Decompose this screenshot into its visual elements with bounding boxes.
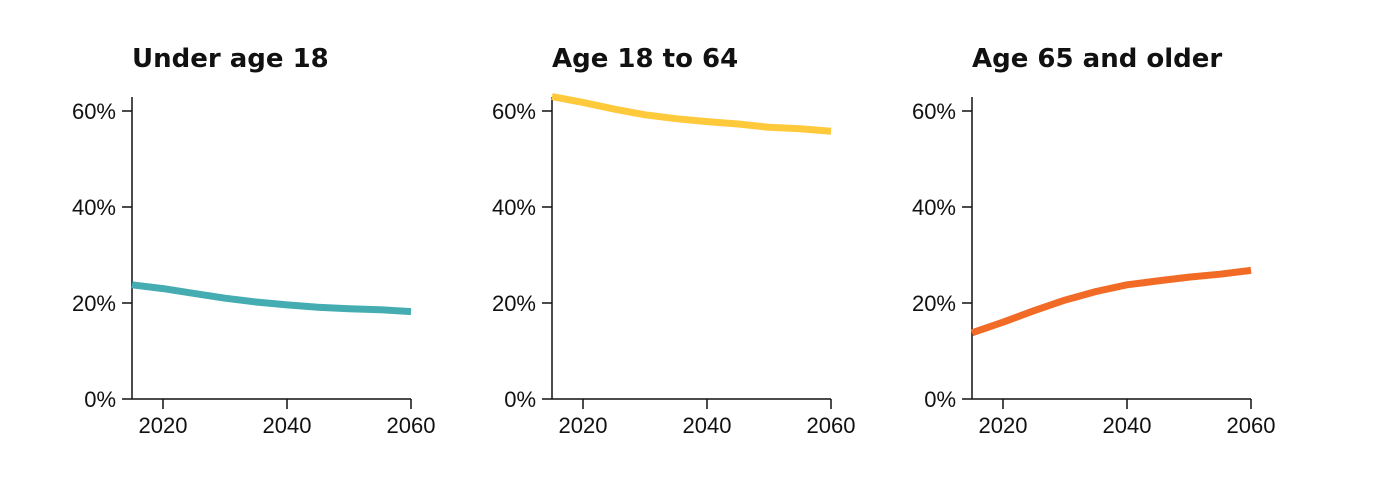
y-tick-label: 40% bbox=[72, 195, 116, 220]
chart-panel-3: Age 65 and older 0% 20% 40% 60% 2020 2040 2060 bbox=[912, 44, 1276, 438]
y-tick-label: 20% bbox=[912, 291, 956, 316]
chart-panel-1: Under age 18 0% 20% 40% 60% 2020 2040 2060 bbox=[72, 44, 436, 438]
x-tick-label: 2060 bbox=[807, 413, 856, 438]
x-tick-label: 2020 bbox=[139, 413, 188, 438]
y-tick-label: 60% bbox=[492, 99, 536, 124]
y-tick-label: 40% bbox=[912, 195, 956, 220]
x-tick-label: 2060 bbox=[1227, 413, 1276, 438]
y-tick-label: 40% bbox=[492, 195, 536, 220]
y-tick-label: 20% bbox=[492, 291, 536, 316]
x-tick-label: 2040 bbox=[1103, 413, 1152, 438]
series-line bbox=[970, 266, 1252, 337]
chart-panel-2: Age 18 to 64 0% 20% 40% 60% 2020 2040 2060 bbox=[492, 44, 856, 438]
x-tick-label: 2040 bbox=[263, 413, 312, 438]
x-tick-label: 2020 bbox=[559, 413, 608, 438]
y-tick-label: 60% bbox=[912, 99, 956, 124]
chart-title: Under age 18 bbox=[132, 44, 329, 74]
chart-title: Age 65 and older bbox=[972, 44, 1222, 74]
series-line bbox=[131, 281, 412, 316]
x-tick-label: 2020 bbox=[979, 413, 1028, 438]
y-tick-label: 0% bbox=[504, 387, 536, 412]
x-tick-label: 2060 bbox=[387, 413, 436, 438]
y-tick-label: 60% bbox=[72, 99, 116, 124]
y-tick-label: 0% bbox=[924, 387, 956, 412]
chart-title: Age 18 to 64 bbox=[552, 44, 738, 74]
x-tick-label: 2040 bbox=[683, 413, 732, 438]
y-tick-label: 0% bbox=[84, 387, 116, 412]
series-line bbox=[551, 93, 832, 135]
y-tick-label: 20% bbox=[72, 291, 116, 316]
